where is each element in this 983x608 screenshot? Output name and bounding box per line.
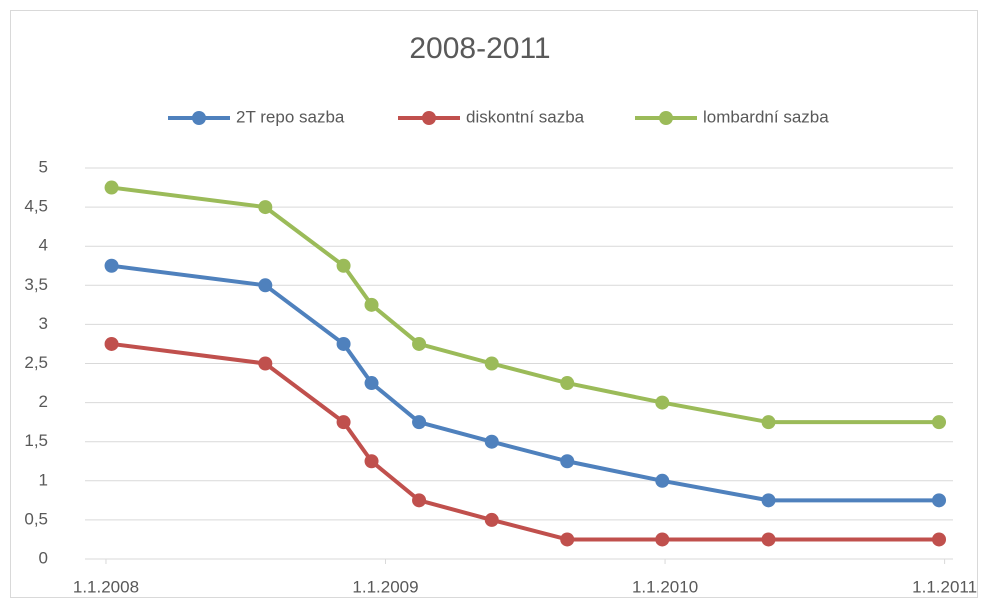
y-tick-label: 3 <box>39 314 48 333</box>
data-point <box>104 258 119 273</box>
x-tick-label: 1.1.2011 <box>912 577 977 596</box>
y-tick-label: 2,5 <box>24 353 48 372</box>
chart-title: 2008-2011 <box>409 32 550 65</box>
y-tick-label: 0,5 <box>24 509 48 528</box>
y-tick-label: 3,5 <box>24 275 48 294</box>
data-point <box>761 415 776 430</box>
series-line <box>111 263 940 503</box>
series-line <box>111 185 940 425</box>
legend-marker <box>192 111 206 125</box>
data-point <box>364 454 379 469</box>
y-tick-label: 5 <box>39 157 48 176</box>
data-point <box>412 493 427 508</box>
data-point <box>560 454 575 469</box>
data-point <box>655 532 670 547</box>
series-line <box>111 341 940 542</box>
legend-label: diskontní sazba <box>466 107 585 126</box>
data-point <box>932 532 947 547</box>
legend-marker <box>659 111 673 125</box>
data-point <box>484 434 499 449</box>
data-point <box>655 395 670 410</box>
y-tick-label: 4,5 <box>24 197 48 216</box>
data-point <box>484 356 499 371</box>
legend-label: lombardní sazba <box>703 107 829 126</box>
data-point <box>364 297 379 312</box>
data-point <box>364 376 379 391</box>
data-point <box>104 336 119 351</box>
data-point <box>258 356 273 371</box>
y-tick-label: 1 <box>39 470 48 489</box>
y-tick-label: 0 <box>39 548 48 567</box>
data-point <box>560 376 575 391</box>
data-point <box>104 180 119 195</box>
data-point <box>932 415 947 430</box>
data-point <box>412 415 427 430</box>
data-point <box>336 336 351 351</box>
data-point <box>336 258 351 273</box>
data-point <box>560 532 575 547</box>
x-tick-label: 1.1.2008 <box>73 577 139 596</box>
data-point <box>412 336 427 351</box>
data-point <box>484 512 499 527</box>
legend-label: 2T repo sazba <box>236 107 345 126</box>
data-point <box>258 278 273 293</box>
data-point <box>336 415 351 430</box>
y-tick-label: 4 <box>39 236 48 255</box>
data-point <box>655 473 670 488</box>
x-tick-label: 1.1.2009 <box>352 577 418 596</box>
x-tick-label: 1.1.2010 <box>632 577 698 596</box>
legend-marker <box>422 111 436 125</box>
y-tick-label: 2 <box>39 392 48 411</box>
y-tick-label: 1,5 <box>24 431 48 450</box>
data-point <box>761 493 776 508</box>
data-point <box>932 493 947 508</box>
data-point <box>258 200 273 215</box>
chart-frame <box>10 10 978 598</box>
data-point <box>761 532 776 547</box>
